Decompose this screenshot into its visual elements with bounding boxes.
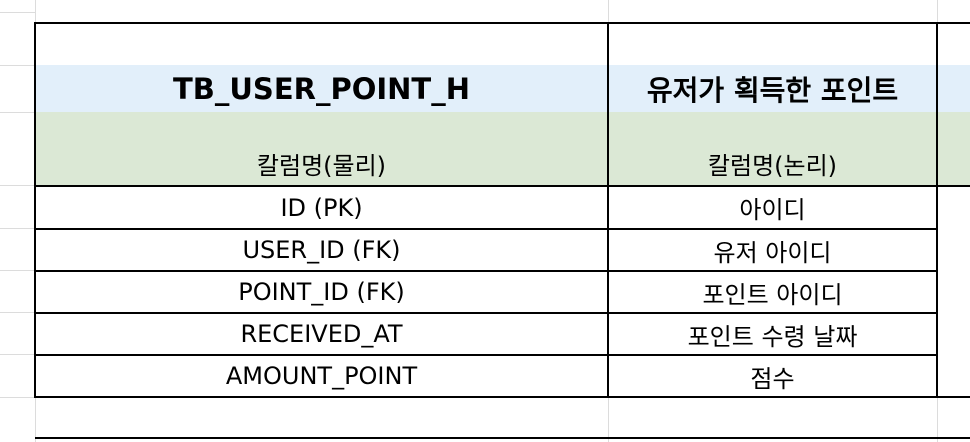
table-border-line xyxy=(35,22,970,24)
table-border-line xyxy=(607,22,609,398)
table-border-line xyxy=(35,185,970,187)
grid-row-line xyxy=(0,312,35,313)
table-row-physical-cell[interactable]: USER_ID (FK) xyxy=(242,236,401,264)
table-row-physical-cell[interactable]: ID (PK) xyxy=(280,193,363,222)
table-row-physical-cell[interactable]: POINT_ID (FK) xyxy=(238,278,405,306)
empty-cell[interactable] xyxy=(35,23,608,65)
table-border-line xyxy=(35,396,970,398)
table-title-cell[interactable]: TB_USER_POINT_H xyxy=(35,65,608,112)
grid-row-line xyxy=(0,228,35,229)
header-row-overflow-cell[interactable] xyxy=(937,112,970,185)
table-row-logical-cell[interactable]: 유저 아이디 xyxy=(713,238,832,267)
table-row-logical-cell[interactable]: 포인트 수령 날짜 xyxy=(687,322,858,351)
grid-row-line xyxy=(0,354,35,355)
column-header-logical[interactable]: 칼럼명(논리) xyxy=(608,112,937,185)
table-description-cell[interactable]: 유저가 획득한 포인트 xyxy=(608,65,937,112)
table-border-line xyxy=(35,270,937,272)
table-row-logical-cell[interactable]: 점수 xyxy=(750,364,795,393)
table-row-logical-cell[interactable]: 아이디 xyxy=(739,196,806,224)
table-border-line xyxy=(35,312,937,314)
grid-row-line xyxy=(0,185,35,186)
grid-row-line xyxy=(0,12,35,13)
table-border-line xyxy=(34,22,36,398)
table-border-line xyxy=(35,437,970,439)
table-row-physical-cell[interactable]: RECEIVED_AT xyxy=(240,320,403,348)
title-row-overflow-cell[interactable] xyxy=(937,65,970,112)
table-border-line xyxy=(35,228,937,230)
grid-row-line xyxy=(0,112,35,113)
grid-row-line xyxy=(0,270,35,271)
table-border-line xyxy=(936,22,938,398)
column-header-physical[interactable]: 칼럼명(물리) xyxy=(35,112,608,185)
table-border-line xyxy=(35,354,937,356)
grid-row-line xyxy=(0,65,35,66)
empty-cell[interactable] xyxy=(608,23,937,65)
table-row-physical-cell[interactable]: AMOUNT_POINT xyxy=(225,362,418,390)
table-row-logical-cell[interactable]: 포인트 아이디 xyxy=(702,280,843,309)
